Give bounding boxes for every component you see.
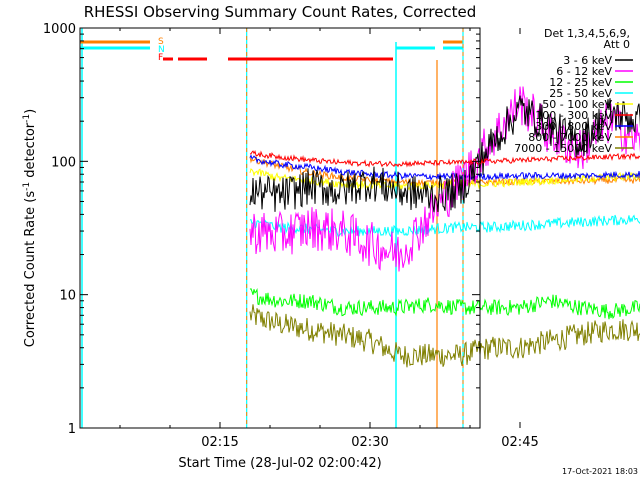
decorations: SNF [80, 28, 464, 428]
x-axis-label: Start Time (28-Jul-02 02:00:42) [178, 456, 381, 471]
series-layer [249, 86, 640, 368]
series-line-3-6- [249, 95, 640, 213]
y-tick-label: 100 [51, 155, 76, 170]
y-axis-label: Corrected Count Rate (s-1 detector-1) [22, 109, 38, 347]
y-axis-ticks: 1 10 100 1000 [43, 22, 480, 437]
legend-header-detectors: Det 1,3,4,5,6,9, [544, 27, 630, 40]
chart-title: RHESSI Observing Summary Count Rates, Co… [84, 3, 477, 21]
series-line-25-50- [249, 214, 640, 238]
legend-item-label: 6 - 12 keV [556, 65, 612, 78]
flag-label-n: N [158, 45, 165, 55]
legend-item-label: 800 - 7000 keV [528, 131, 612, 144]
series-line-300-800- [249, 154, 640, 182]
legend-item-label: 25 - 50 keV [549, 87, 612, 100]
legend-item-label: 7000 - 15000 keV [514, 142, 612, 155]
legend-item-label: 300 - 800 keV [535, 120, 612, 133]
legend-item-label: 50 - 100 keV [542, 98, 612, 111]
legend-item-label: 12 - 25 keV [549, 76, 612, 89]
y-tick-label: 1 [68, 422, 76, 437]
flag-label-s: S [158, 37, 164, 47]
x-tick-label: 02:30 [351, 435, 388, 450]
series-line-7000-15000- [249, 304, 640, 368]
series-line-100-300- [249, 150, 640, 168]
series-line-12-25- [249, 288, 640, 320]
x-tick-label: 02:15 [201, 435, 238, 450]
legend-item-label: 100 - 300 keV [535, 109, 612, 122]
footer-date: 17-Oct-2021 18:03 [562, 467, 638, 476]
y-tick-label: 10 [59, 289, 76, 304]
legend-header-attenuator: Att 0 [604, 38, 630, 51]
legend-item-label: 3 - 6 keV [563, 54, 612, 67]
y-tick-label: 1000 [43, 22, 76, 37]
flag-label-f: F [158, 53, 163, 63]
x-tick-label: 02:45 [501, 435, 538, 450]
plot-frame [79, 27, 481, 429]
